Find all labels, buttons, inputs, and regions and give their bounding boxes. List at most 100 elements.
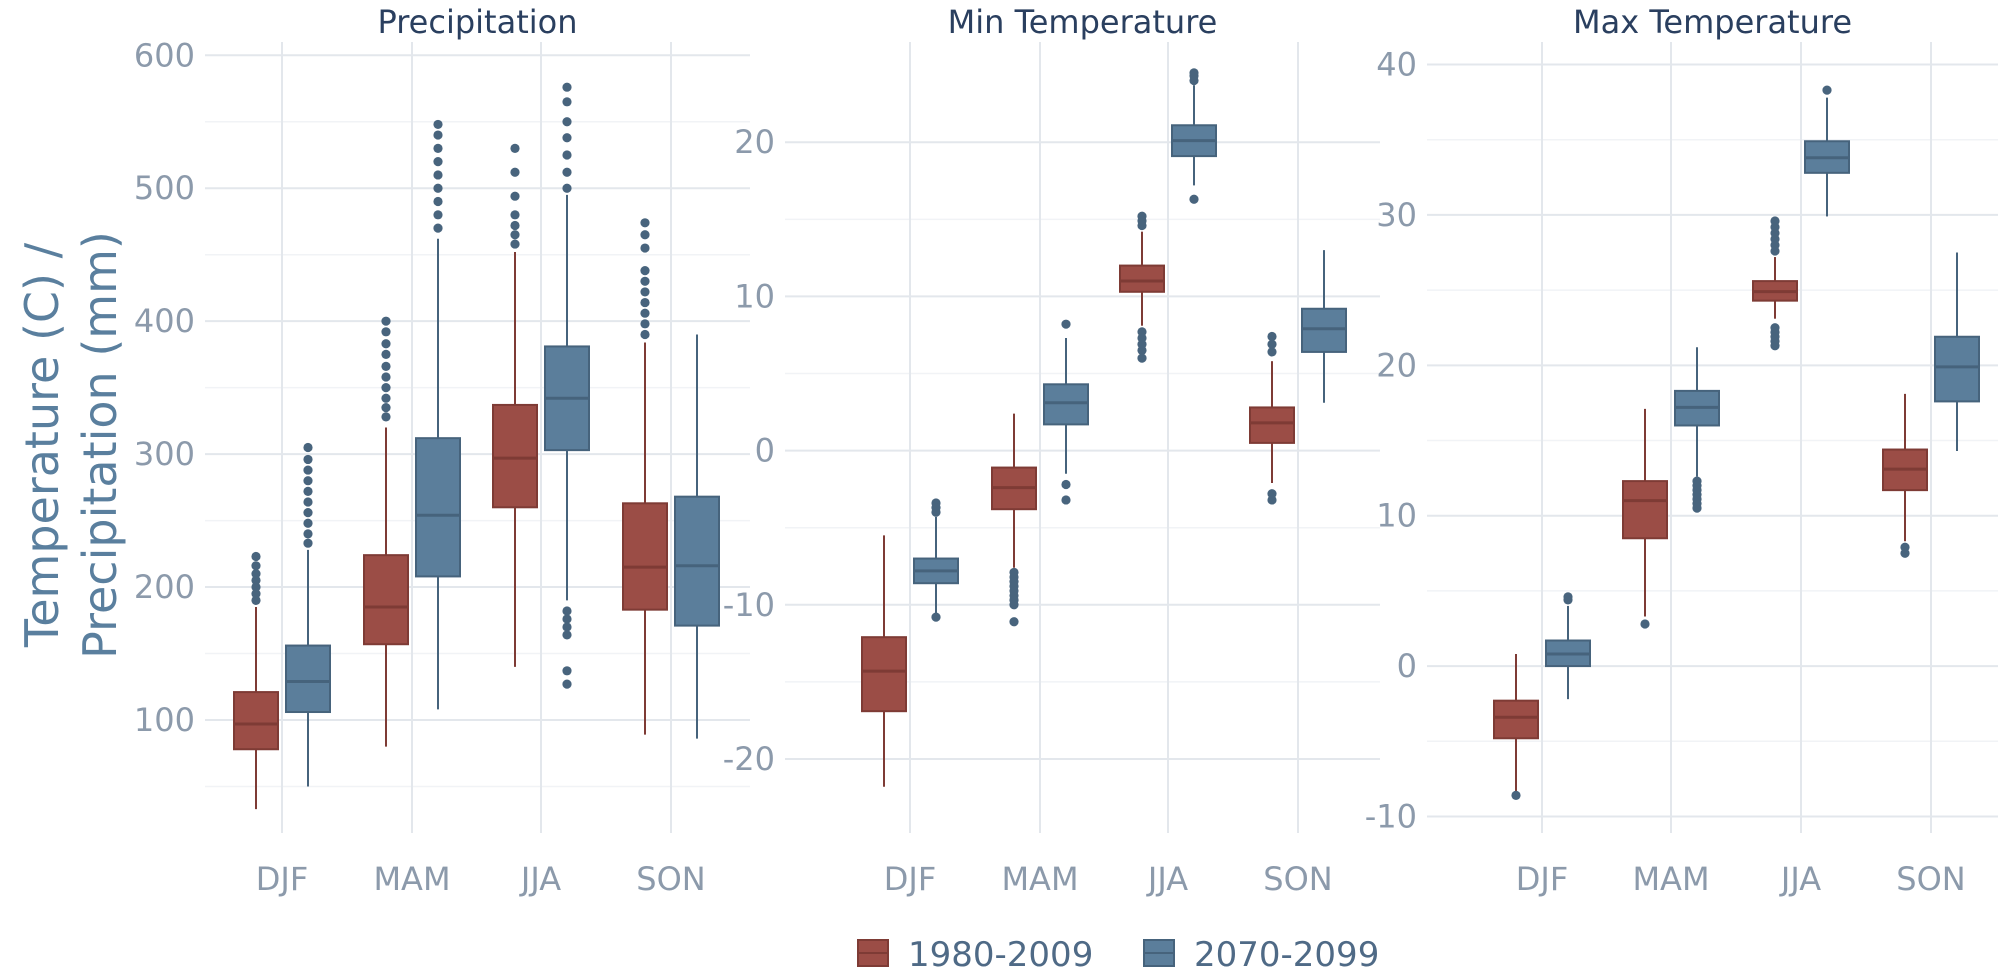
box-jja-2070-2099: [1171, 68, 1217, 204]
y-tick-label: 200: [134, 568, 195, 606]
x-tick-label: SON: [1263, 860, 1332, 898]
x-tick-label: SON: [1896, 860, 1965, 898]
outlier-point: [433, 210, 443, 220]
outlier-point: [510, 191, 520, 201]
y-tick-label: 20: [734, 123, 775, 161]
outlier-point: [303, 518, 313, 528]
box-body: [1119, 264, 1165, 293]
outlier-point: [510, 230, 520, 240]
outlier-point: [510, 220, 520, 231]
outlier-point: [510, 167, 520, 177]
outlier-point: [1009, 617, 1019, 627]
outlier-point: [1137, 211, 1147, 221]
outlier-point: [1267, 495, 1277, 505]
legend-item-1980-2009: 1980-2009: [857, 935, 1093, 972]
outlier-point: [562, 82, 572, 92]
outlier-point: [640, 308, 650, 318]
outlier-point: [303, 454, 313, 465]
outlier-point: [1267, 339, 1277, 349]
x-tick-label: JJA: [519, 860, 561, 898]
outlier-point: [640, 243, 650, 253]
x-tick-label: SON: [636, 860, 705, 898]
outlier-point: [562, 167, 572, 177]
box-mam-2070-2099: [415, 119, 461, 710]
x-tick-label: MAM: [373, 860, 450, 898]
box-mam-2070-2099: [1043, 319, 1089, 505]
y-tick-label: -10: [1365, 797, 1417, 835]
outlier-point: [562, 614, 572, 624]
outlier-point: [640, 287, 650, 297]
box-djf-2070-2099: [913, 498, 959, 622]
outlier-point: [381, 316, 391, 326]
outlier-point: [303, 529, 313, 539]
outlier-point: [562, 666, 572, 676]
box-mam-1980-2009: [363, 316, 409, 747]
box-son-1980-2009: [1249, 331, 1295, 505]
outlier-point: [251, 582, 261, 592]
box-body: [415, 437, 461, 578]
box-body: [492, 403, 538, 509]
box-jja-2070-2099: [544, 82, 590, 689]
y-tick-label: 0: [1397, 647, 1417, 685]
grid-layer: [205, 42, 1998, 833]
outlier-point: [381, 383, 391, 393]
outlier-point: [640, 230, 650, 240]
outlier-point: [562, 622, 572, 632]
box-mam-2070-2099: [1674, 347, 1720, 513]
outlier-point: [251, 595, 261, 605]
outlier-point: [640, 297, 650, 308]
outlier-point: [433, 119, 443, 130]
box-body: [363, 554, 409, 646]
box-body: [1043, 383, 1089, 426]
x-tick-label: JJA: [1146, 860, 1188, 898]
outlier-point: [433, 196, 443, 207]
x-tick-label: DJF: [256, 860, 308, 898]
box-son-2070-2099: [1934, 252, 1980, 452]
boxes-layer: [233, 68, 1980, 810]
outlier-point: [1563, 592, 1573, 602]
outlier-point: [381, 361, 391, 371]
outlier-point: [381, 402, 391, 413]
outlier-point: [640, 329, 650, 340]
outlier-point: [1137, 353, 1147, 363]
box-djf-1980-2009: [861, 535, 907, 787]
outlier-point: [251, 561, 261, 571]
outlier-point: [640, 276, 650, 286]
y-tick-label: -10: [723, 586, 775, 624]
box-djf-1980-2009: [1493, 654, 1539, 801]
y-tick-label: 30: [1376, 196, 1417, 234]
outlier-point: [931, 507, 941, 517]
box-djf-1980-2009: [233, 551, 279, 810]
x-tick-label: MAM: [1001, 860, 1078, 898]
box-jja-1980-2009: [1752, 216, 1798, 351]
box-jja-1980-2009: [1119, 211, 1165, 363]
outlier-point: [562, 97, 572, 107]
outlier-point: [640, 218, 650, 228]
outlier-point: [433, 170, 443, 180]
y-tick-label: 300: [134, 435, 195, 473]
outlier-point: [303, 497, 313, 507]
y-tick-label: 600: [134, 36, 195, 74]
box-body: [1301, 307, 1347, 353]
y-tick-label: 20: [1376, 346, 1417, 384]
outlier-point: [562, 117, 572, 127]
outlier-point: [381, 339, 391, 349]
box-son-2070-2099: [674, 334, 720, 739]
outlier-point: [562, 150, 572, 160]
box-son-1980-2009: [622, 218, 668, 735]
outlier-point: [381, 349, 391, 360]
outlier-point: [1267, 347, 1277, 357]
y-tick-label: 400: [134, 302, 195, 340]
outlier-point: [1692, 476, 1702, 486]
outlier-point: [303, 476, 313, 486]
outlier-point: [303, 442, 313, 453]
y-tick-label: 10: [1376, 497, 1417, 535]
y-tick-label: 500: [134, 169, 195, 207]
outlier-point: [640, 319, 650, 329]
outlier-point: [303, 538, 313, 548]
box-mam-1980-2009: [991, 413, 1037, 627]
outlier-point: [510, 239, 520, 249]
box-body: [1934, 335, 1980, 403]
box-body: [674, 495, 720, 627]
